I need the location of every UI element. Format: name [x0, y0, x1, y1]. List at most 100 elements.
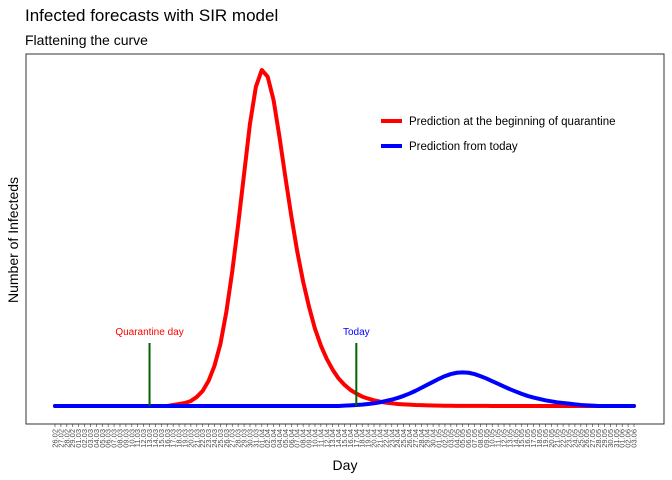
legend-label-0: Prediction at the beginning of quarantin… — [409, 116, 616, 128]
x-tick-label: 22.04 — [381, 429, 390, 448]
x-tick-label: 12.04 — [322, 429, 331, 448]
x-tick-label: 13.05 — [505, 429, 514, 448]
x-tick-label: 15.05 — [517, 429, 526, 448]
x-tick-label: 26.02 — [51, 429, 60, 448]
x-tick-label: 31.05 — [612, 429, 621, 448]
x-tick-label: 12.05 — [500, 429, 509, 448]
x-tick-label: 02.05 — [440, 429, 449, 448]
x-tick-label: 20.03 — [186, 429, 195, 448]
x-tick-label: 27.04 — [411, 429, 420, 448]
x-tick-label: 17.05 — [529, 429, 538, 448]
x-tick-label: 30.05 — [606, 429, 615, 448]
x-tick-label: 03.03 — [86, 429, 95, 448]
x-tick-label: 28.04 — [417, 429, 426, 448]
x-tick-label: 19.03 — [180, 429, 189, 448]
x-tick-label: 09.03 — [121, 429, 130, 448]
x-tick-label: 02.03 — [80, 429, 89, 448]
x-tick-label: 03.04 — [269, 429, 278, 448]
x-tick-label: 27.02 — [56, 429, 65, 448]
x-tick-label: 30.04 — [429, 429, 438, 448]
x-tick-label: 13.03 — [145, 429, 154, 448]
x-tick-label: 29.04 — [423, 429, 432, 448]
annotations: Quarantine day Today — [115, 327, 370, 406]
x-tick-label: 01.06 — [618, 429, 627, 448]
x-tick-label: 21.04 — [375, 429, 384, 448]
x-tick-label: 20.04 — [370, 429, 379, 448]
y-axis-label: Number of Infecteds — [5, 177, 21, 303]
series-line-1 — [53, 370, 636, 408]
plot-panel-border — [25, 53, 665, 425]
x-tick-label: 04.05 — [452, 429, 461, 448]
x-tick-label: 01.04 — [257, 429, 266, 448]
x-tick-label: 04.03 — [92, 429, 101, 448]
x-tick-label: 30.03 — [245, 429, 254, 448]
x-tick-label: 21.03 — [192, 429, 201, 448]
x-tick-label: 23.03 — [204, 429, 213, 448]
x-tick-label: 13.04 — [328, 429, 337, 448]
x-tick-label: 16.05 — [523, 429, 532, 448]
annotation-label-0: Quarantine day — [115, 327, 183, 338]
x-tick-label: 19.05 — [541, 429, 550, 448]
x-tick-label: 25.05 — [576, 429, 585, 448]
x-axis-label: Day — [333, 457, 358, 473]
x-tick-label: 27.05 — [588, 429, 597, 448]
x-tick-label: 09.05 — [482, 429, 491, 448]
x-tick-label: 11.03 — [133, 429, 142, 447]
chart-subtitle: Flattening the curve — [25, 32, 148, 48]
x-tick-label: 10.03 — [127, 429, 136, 448]
x-tick-label: 27.03 — [228, 429, 237, 448]
x-tick-label: 09.04 — [305, 429, 314, 448]
x-tick-label: 16.04 — [346, 429, 355, 448]
x-tick-label: 24.04 — [393, 429, 402, 448]
x-tick-label: 28.02 — [62, 429, 71, 448]
x-tick-label: 11.05 — [494, 429, 503, 447]
x-tick-label: 25.04 — [399, 429, 408, 448]
x-tick-label: 05.03 — [98, 429, 107, 448]
x-tick-label: 15.04 — [340, 429, 349, 448]
series-lines — [53, 68, 636, 408]
x-tick-label: 24.05 — [570, 429, 579, 448]
x-tick-label: 18.05 — [535, 429, 544, 448]
x-tick-label: 03.05 — [446, 429, 455, 448]
x-tick-labels: 26.0227.0228.0229.0201.0302.0303.0304.03… — [51, 429, 639, 448]
chart-title: Infected forecasts with SIR model — [25, 6, 279, 25]
x-tick-label: 03.06 — [630, 429, 639, 448]
x-tick-label: 02.06 — [624, 429, 633, 448]
x-tick-label: 02.04 — [263, 429, 272, 448]
x-tick-label: 14.05 — [511, 429, 520, 448]
x-tick-label: 14.03 — [151, 429, 160, 448]
x-tick-label: 20.05 — [547, 429, 556, 448]
x-tick-label: 10.05 — [488, 429, 497, 448]
legend-label-1: Prediction from today — [409, 141, 518, 153]
x-tick-label: 06.03 — [104, 429, 113, 448]
x-tick-label: 23.04 — [387, 429, 396, 448]
x-tick-label: 25.03 — [216, 429, 225, 448]
x-tick-label: 07.05 — [470, 429, 479, 448]
x-tick-label: 24.03 — [210, 429, 219, 448]
x-tick-label: 17.03 — [169, 429, 178, 448]
x-tick-label: 01.05 — [435, 429, 444, 448]
x-tick-label: 14.04 — [334, 429, 343, 448]
x-tick-label: 01.03 — [74, 429, 83, 448]
x-tick-label: 15.03 — [157, 429, 166, 448]
x-tick-label: 22.05 — [559, 429, 568, 448]
x-tick-label: 26.05 — [582, 429, 591, 448]
x-tick-label: 05.04 — [281, 429, 290, 448]
x-tick-label: 29.05 — [600, 429, 609, 448]
x-tick-label: 04.04 — [275, 429, 284, 448]
x-tick-label: 05.05 — [458, 429, 467, 448]
x-tick-label: 29.02 — [68, 429, 77, 448]
x-tick-label: 08.05 — [476, 429, 485, 448]
x-tick-label: 31.03 — [251, 429, 260, 448]
x-tick-label: 08.03 — [115, 429, 124, 448]
x-tick-label: 07.04 — [293, 429, 302, 448]
x-tick-label: 28.05 — [594, 429, 603, 448]
x-tick-label: 19.04 — [364, 429, 373, 448]
x-tick-label: 23.05 — [565, 429, 574, 448]
x-tick-label: 06.05 — [464, 429, 473, 448]
x-tick-label: 08.04 — [299, 429, 308, 448]
x-tick-label: 12.03 — [139, 429, 148, 448]
x-tick-label: 16.03 — [163, 429, 172, 448]
x-tick-label: 26.04 — [405, 429, 414, 448]
